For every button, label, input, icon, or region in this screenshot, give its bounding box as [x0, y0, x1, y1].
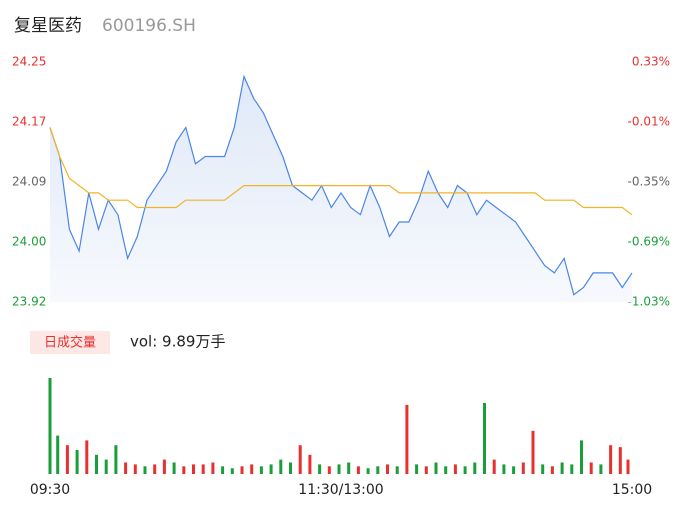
volume-bar — [143, 466, 147, 474]
volume-bar — [386, 464, 389, 474]
volume-bar — [85, 440, 89, 474]
y-tick-label: 24.09 — [12, 175, 46, 189]
volume-bar — [230, 468, 234, 474]
volume-bar — [269, 464, 273, 474]
x-tick-label: 11:30/13:00 — [298, 482, 383, 498]
volume-bar — [444, 466, 448, 474]
y2-tick-label: -0.69% — [628, 235, 670, 249]
volume-bar — [618, 447, 622, 474]
volume-bar — [599, 464, 603, 474]
volume-bar — [395, 466, 399, 474]
volume-legend: 日成交量 — [44, 335, 96, 351]
volume-bar — [337, 464, 341, 474]
volume-bar — [434, 462, 438, 474]
y-tick-label: 24.25 — [12, 55, 46, 69]
volume-bar — [589, 462, 593, 474]
volume-bar — [376, 466, 380, 474]
volume-bar — [104, 459, 108, 474]
volume-bar — [75, 450, 79, 474]
volume-bar — [492, 459, 496, 474]
y2-tick-label: 0.33% — [632, 55, 670, 69]
volume-bar — [356, 466, 360, 474]
volume-bar — [124, 462, 128, 474]
volume-bar — [259, 466, 263, 474]
volume-bar — [560, 462, 564, 474]
line-price — [49, 74, 633, 296]
y-tick-label: 23.92 — [12, 295, 46, 309]
stock-code: 600196.SH — [102, 16, 196, 36]
price-area — [50, 76, 632, 302]
volume-bar — [415, 464, 419, 474]
volume-bar — [626, 459, 630, 474]
volume-bar — [366, 468, 370, 474]
volume-bar — [541, 464, 545, 474]
volume-bar — [473, 462, 477, 474]
line-average — [49, 127, 633, 216]
volume-bar — [531, 430, 535, 474]
volume-bar — [502, 464, 506, 474]
volume-bar — [453, 464, 457, 474]
volume-bar — [221, 466, 225, 474]
y-tick-label: 24.17 — [12, 115, 46, 129]
x-tick-label: 09:30 — [30, 482, 70, 498]
volume-bar — [56, 435, 60, 474]
volume-bar — [153, 464, 157, 474]
volume-bar — [521, 462, 525, 474]
volume-bar — [424, 466, 428, 474]
volume-bar — [405, 404, 409, 474]
volume-bar — [327, 466, 331, 474]
volume-bar — [114, 445, 118, 474]
y-tick-label: 24.00 — [12, 235, 46, 249]
volume-bar — [463, 466, 467, 474]
volume-bar — [65, 445, 69, 474]
y2-tick-label: -1.03% — [628, 295, 670, 309]
volume-bar — [250, 464, 254, 474]
volume-bar — [512, 466, 516, 474]
volume-bar — [318, 464, 322, 474]
volume-bar — [172, 462, 176, 474]
volume-bar — [48, 378, 52, 474]
volume-bar — [289, 462, 292, 474]
volume-bar — [483, 402, 486, 474]
volume-bar — [347, 462, 351, 474]
volume-bar — [192, 464, 195, 474]
volume-bar — [570, 464, 574, 474]
volume-bar — [279, 459, 283, 474]
volume-bar — [580, 440, 583, 474]
y2-tick-label: -0.35% — [628, 175, 670, 189]
stock-name: 复星医药 — [14, 16, 82, 36]
volume-bar — [95, 454, 98, 474]
volume-bar — [211, 462, 215, 474]
x-tick-label: 15:00 — [612, 482, 652, 498]
volume-bar — [201, 464, 205, 474]
volume-bar — [240, 466, 244, 474]
volume-bar — [308, 454, 312, 474]
volume-bar — [133, 464, 137, 474]
volume-bar — [609, 445, 613, 474]
volume-bar — [182, 466, 186, 474]
volume-legend-bg — [30, 331, 110, 354]
volume-bar — [298, 445, 302, 474]
volume-bar — [162, 459, 166, 474]
y2-tick-label: -0.01% — [628, 115, 670, 129]
volume-label: vol: 9.89万手 — [130, 333, 225, 351]
volume-bar — [550, 466, 554, 474]
